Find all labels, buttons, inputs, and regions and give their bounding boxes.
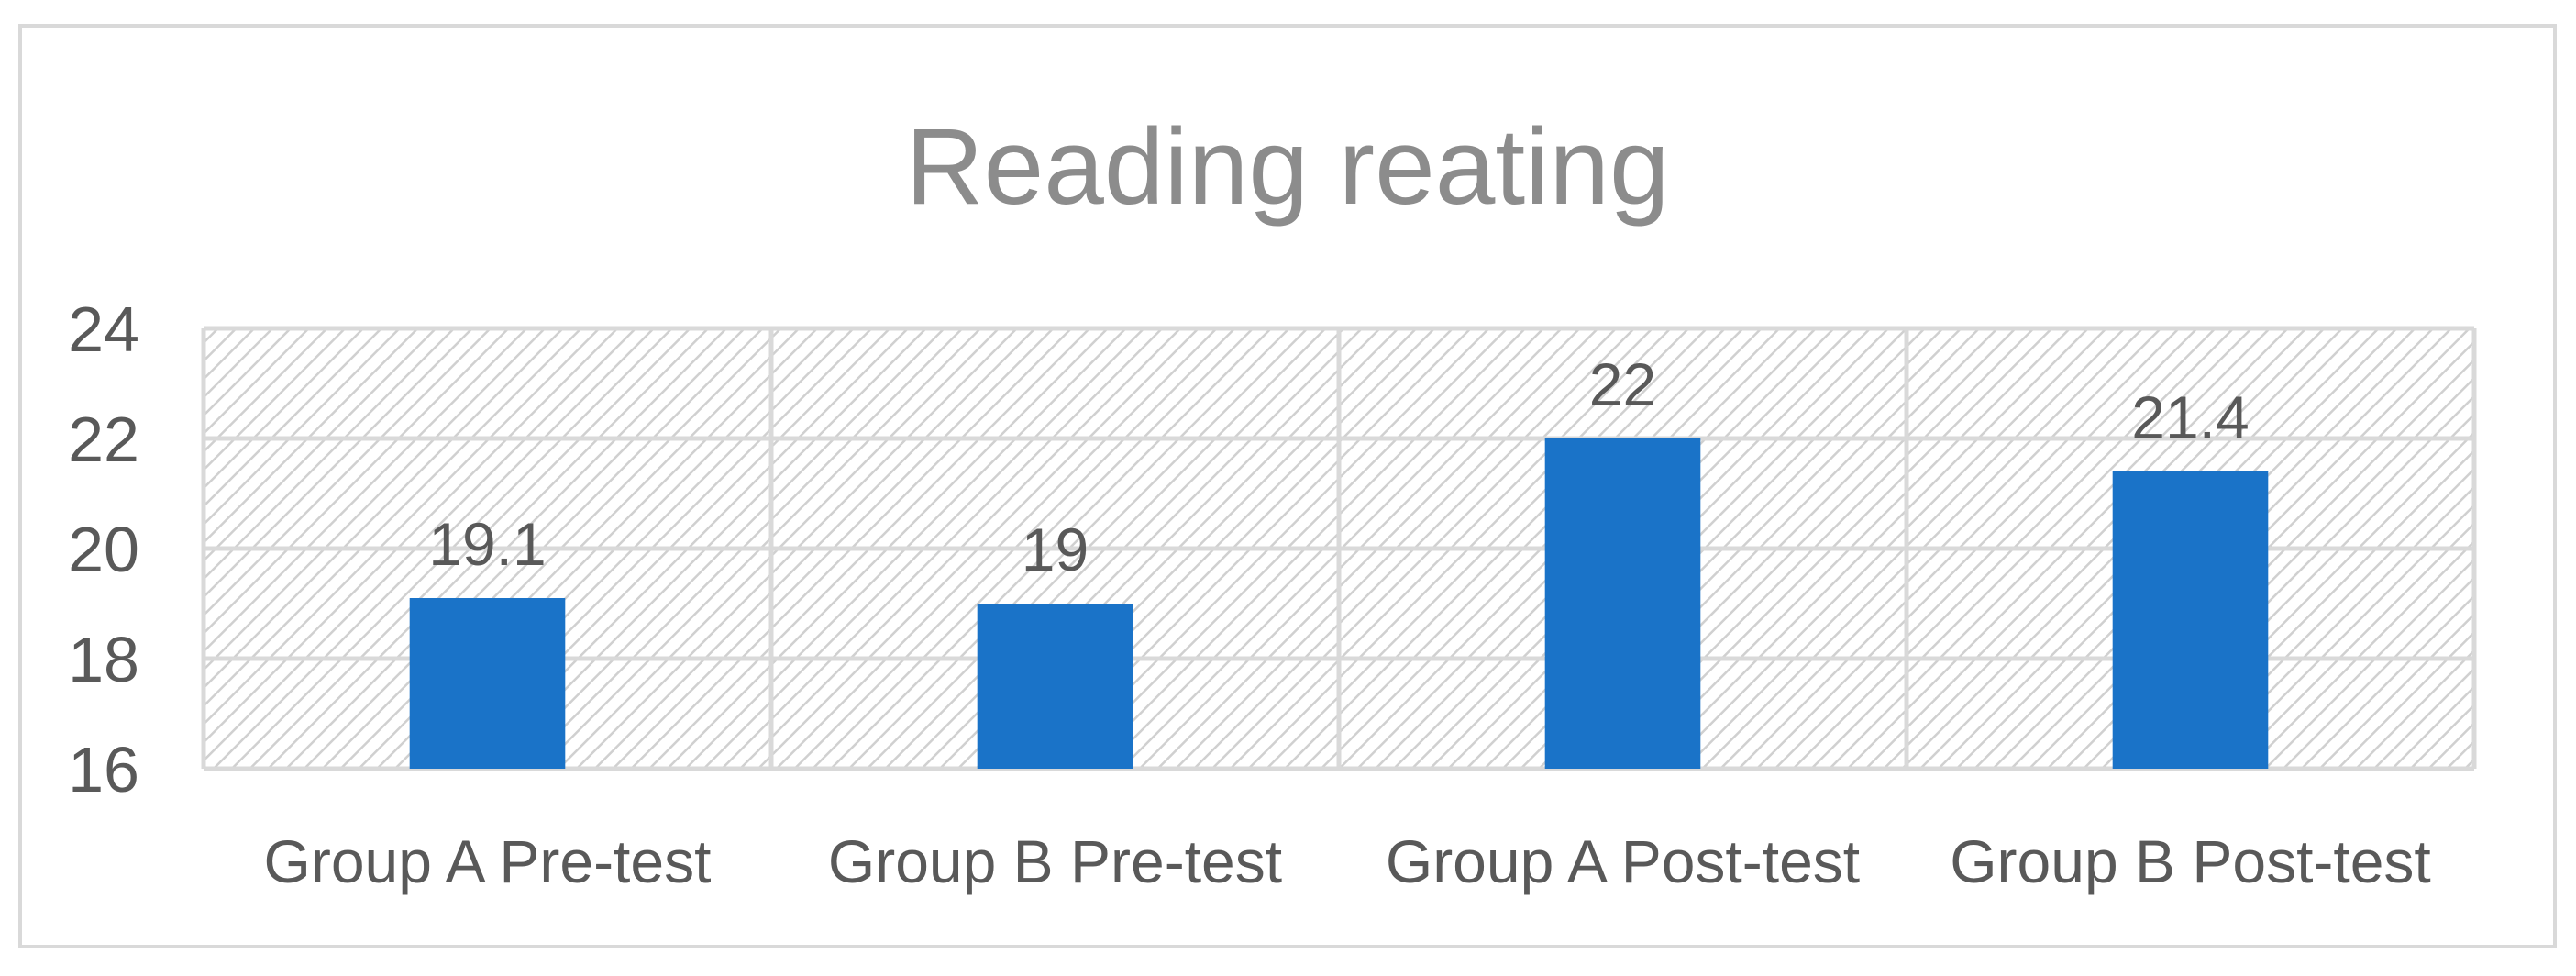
y-tick-label: 24 xyxy=(68,294,139,365)
y-tick-label: 20 xyxy=(68,514,139,585)
x-tick-label: Group B Pre-test xyxy=(828,827,1282,895)
bar xyxy=(1544,438,1701,769)
bar xyxy=(2112,471,2269,769)
x-tick-label: Group A Post-test xyxy=(1386,827,1860,895)
y-tick-label: 16 xyxy=(68,734,139,805)
data-label: 21.4 xyxy=(2131,383,2249,451)
y-tick-label: 22 xyxy=(68,404,139,475)
data-label: 19.1 xyxy=(428,510,546,578)
bars xyxy=(409,438,2269,769)
chart-title: Reading reating xyxy=(905,106,1669,227)
x-tick-label: Group A Pre-test xyxy=(264,827,712,895)
x-tick-label: Group B Post-test xyxy=(1950,827,2431,895)
data-label: 19 xyxy=(1022,516,1089,583)
y-axis-ticks: 16 18 20 22 24 xyxy=(68,294,139,805)
data-labels: 19.1 19 22 21.4 xyxy=(428,350,2249,583)
gridlines xyxy=(201,326,2477,771)
data-label: 22 xyxy=(1589,350,1656,418)
x-axis-ticks: Group A Pre-test Group B Pre-test Group A … xyxy=(264,827,2431,895)
bar xyxy=(977,604,1133,769)
bar xyxy=(409,598,566,769)
y-tick-label: 18 xyxy=(68,624,139,695)
